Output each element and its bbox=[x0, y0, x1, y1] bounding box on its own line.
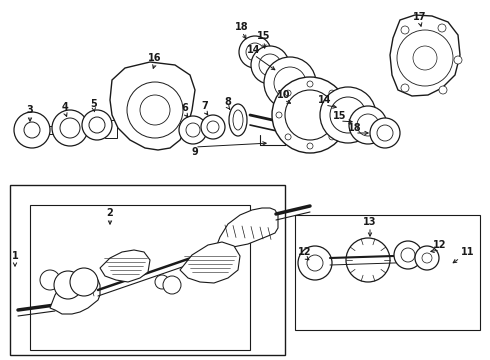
Polygon shape bbox=[110, 62, 195, 150]
Text: 8: 8 bbox=[224, 97, 231, 107]
Circle shape bbox=[259, 54, 281, 76]
Text: 15: 15 bbox=[257, 31, 271, 41]
Circle shape bbox=[140, 95, 170, 125]
Circle shape bbox=[52, 110, 88, 146]
Circle shape bbox=[298, 246, 332, 280]
Circle shape bbox=[127, 82, 183, 138]
Circle shape bbox=[307, 255, 323, 271]
Circle shape bbox=[89, 117, 105, 133]
Text: 9: 9 bbox=[192, 147, 198, 157]
Circle shape bbox=[70, 268, 98, 296]
Ellipse shape bbox=[229, 104, 247, 136]
Text: 6: 6 bbox=[182, 103, 188, 113]
Text: 3: 3 bbox=[26, 105, 33, 115]
Polygon shape bbox=[50, 274, 100, 314]
Circle shape bbox=[24, 122, 40, 138]
Circle shape bbox=[349, 106, 387, 144]
Circle shape bbox=[401, 26, 409, 34]
Text: 10: 10 bbox=[277, 90, 291, 100]
Bar bbox=[295, 215, 480, 330]
Circle shape bbox=[394, 241, 422, 269]
Polygon shape bbox=[390, 15, 460, 96]
Polygon shape bbox=[180, 242, 240, 283]
Circle shape bbox=[285, 90, 291, 96]
Text: 17: 17 bbox=[413, 12, 427, 22]
Circle shape bbox=[246, 43, 264, 61]
Text: 11: 11 bbox=[461, 247, 475, 257]
Circle shape bbox=[415, 246, 439, 270]
Bar bbox=[30, 205, 250, 350]
Polygon shape bbox=[215, 208, 278, 250]
Polygon shape bbox=[100, 250, 150, 282]
Text: 15: 15 bbox=[333, 111, 347, 121]
Text: 5: 5 bbox=[91, 99, 98, 109]
Text: 1: 1 bbox=[12, 251, 19, 261]
Circle shape bbox=[307, 143, 313, 149]
Circle shape bbox=[338, 112, 344, 118]
Circle shape bbox=[264, 57, 316, 109]
Circle shape bbox=[438, 24, 446, 32]
Circle shape bbox=[401, 84, 409, 92]
Circle shape bbox=[397, 30, 453, 86]
Text: 18: 18 bbox=[235, 22, 249, 32]
Circle shape bbox=[40, 270, 60, 290]
Circle shape bbox=[330, 97, 366, 133]
Text: 7: 7 bbox=[201, 101, 208, 111]
Circle shape bbox=[274, 67, 306, 99]
Circle shape bbox=[413, 46, 437, 70]
Circle shape bbox=[377, 125, 393, 141]
Circle shape bbox=[54, 271, 82, 299]
Circle shape bbox=[307, 81, 313, 87]
Circle shape bbox=[320, 87, 376, 143]
Circle shape bbox=[370, 118, 400, 148]
Circle shape bbox=[272, 77, 348, 153]
Text: 18: 18 bbox=[348, 123, 362, 133]
Text: 16: 16 bbox=[148, 53, 162, 63]
Bar bbox=[46, 126, 58, 134]
Text: 13: 13 bbox=[363, 217, 377, 227]
Circle shape bbox=[357, 114, 379, 136]
Circle shape bbox=[285, 134, 291, 140]
Circle shape bbox=[207, 121, 219, 133]
Circle shape bbox=[239, 36, 271, 68]
Text: 2: 2 bbox=[107, 208, 113, 218]
Bar bbox=[105, 120, 117, 138]
Circle shape bbox=[329, 134, 335, 140]
Circle shape bbox=[346, 238, 390, 282]
Circle shape bbox=[179, 116, 207, 144]
Circle shape bbox=[82, 110, 112, 140]
Circle shape bbox=[14, 112, 50, 148]
Text: 12: 12 bbox=[298, 247, 312, 257]
Circle shape bbox=[201, 115, 225, 139]
Circle shape bbox=[401, 248, 415, 262]
Circle shape bbox=[454, 56, 462, 64]
Circle shape bbox=[422, 253, 432, 263]
Text: 14: 14 bbox=[318, 95, 332, 105]
Text: 4: 4 bbox=[62, 102, 69, 112]
Circle shape bbox=[163, 276, 181, 294]
Circle shape bbox=[439, 86, 447, 94]
Text: 12: 12 bbox=[433, 240, 447, 250]
Circle shape bbox=[285, 90, 335, 140]
Circle shape bbox=[251, 46, 289, 84]
Text: 14: 14 bbox=[247, 45, 261, 55]
Circle shape bbox=[276, 112, 282, 118]
Circle shape bbox=[186, 123, 200, 137]
Circle shape bbox=[329, 90, 335, 96]
Circle shape bbox=[60, 118, 80, 138]
Circle shape bbox=[155, 275, 169, 289]
Ellipse shape bbox=[233, 110, 243, 130]
Bar bbox=[10, 185, 285, 355]
